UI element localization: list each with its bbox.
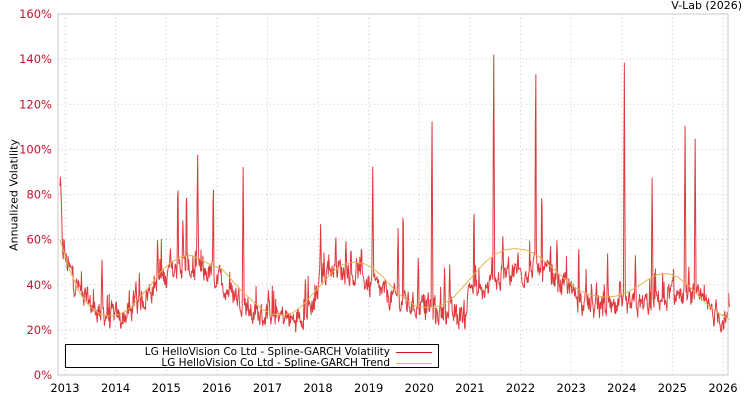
y-tick-label: 20% [26,323,52,337]
x-tick-label: 2017 [253,381,282,395]
x-tick-label: 2022 [506,381,535,395]
y-tick-label: 40% [26,278,52,292]
x-tick-label: 2013 [50,381,79,395]
volatility-line [59,54,731,333]
y-tick-label: 100% [19,142,52,156]
x-tick-label: 2025 [658,381,687,395]
plot-series [59,54,731,333]
x-tick-label: 2018 [303,381,332,395]
x-tick-label: 2026 [708,381,737,395]
y-tick-label: 0% [34,368,52,382]
y-axis-ticks: 0% 20% 40% 60% 80% 100% 120% 140% 160% [19,7,52,382]
y-tick-label: 120% [19,97,52,111]
legend-swatch-yellow-line-icon [396,362,432,364]
y-tick-label: 160% [19,7,52,21]
chart-credit: V-Lab (2026) [671,0,742,12]
y-tick-label: 140% [19,52,52,66]
legend-label: LG HelloVision Co Ltd - Spline-GARCH Vol… [144,346,390,358]
x-tick-label: 2016 [202,381,231,395]
x-tick-label: 2014 [101,381,130,395]
x-axis-ticks: 2013 2014 2015 2016 2017 2018 2019 2020 2021 2022… [50,381,737,395]
legend-item-volatility: LG HelloVision Co Ltd - Spline-GARCH Vol… [145,346,432,358]
x-tick-label: 2024 [607,381,636,395]
x-tick-label: 2019 [354,381,383,395]
plot-frame [57,13,729,376]
legend-item-trend: LG HelloVision Co Ltd - Spline-GARCH Tre… [161,357,432,369]
x-tick-label: 2023 [557,381,586,395]
y-tick-label: 80% [26,188,52,202]
x-tick-label: 2020 [405,381,434,395]
legend-swatch-red-line-icon [396,351,432,353]
trend-line [59,239,730,321]
y-axis-label: Annualized Volatility [7,139,21,251]
x-tick-label: 2021 [455,381,484,395]
gridlines [58,14,728,375]
y-tick-label: 60% [26,233,52,247]
legend-label: LG HelloVision Co Ltd - Spline-GARCH Tre… [161,357,390,369]
x-tick-label: 2015 [152,381,181,395]
chart-legend: LG HelloVision Co Ltd - Spline-GARCH Vol… [65,344,439,369]
